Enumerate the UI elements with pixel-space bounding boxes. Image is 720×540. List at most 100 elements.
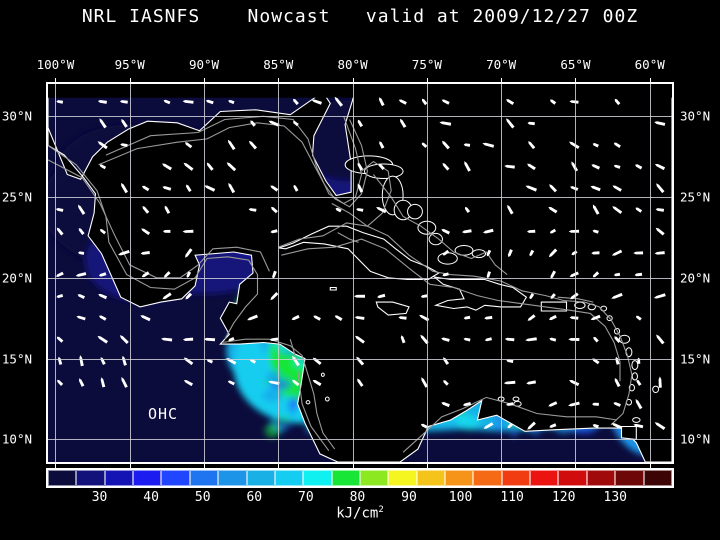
colorbar-swatch-12 xyxy=(388,470,417,486)
current-arrow xyxy=(421,423,428,429)
current-arrow xyxy=(441,402,450,408)
current-arrow xyxy=(443,380,449,386)
current-arrow xyxy=(56,336,64,343)
current-arrow xyxy=(186,184,192,192)
current-arrow xyxy=(79,355,84,367)
gridline-parallel xyxy=(48,197,672,199)
colorbar-swatch-9 xyxy=(303,470,332,486)
island xyxy=(363,163,404,179)
bathy-contour xyxy=(98,119,368,208)
lat-label-10n-left: 10°N xyxy=(1,431,32,447)
current-arrow xyxy=(162,292,172,300)
lon-label-85w: 85°W xyxy=(263,57,294,72)
current-arrow xyxy=(592,271,600,278)
current-arrow xyxy=(119,100,128,104)
landmass-trinidad xyxy=(620,425,637,441)
current-arrow xyxy=(506,118,515,129)
current-arrow xyxy=(357,378,364,387)
colorbar xyxy=(46,468,674,488)
current-arrow xyxy=(248,208,257,212)
ohc-speckle xyxy=(494,421,503,434)
lon-tick xyxy=(278,462,280,468)
current-arrow xyxy=(550,99,557,105)
current-arrow xyxy=(76,315,86,321)
current-arrow xyxy=(592,424,599,429)
current-arrow xyxy=(483,422,494,429)
lon-tick xyxy=(352,78,354,84)
current-arrow xyxy=(592,229,599,234)
colorbar-swatch-1 xyxy=(76,470,105,486)
island xyxy=(652,385,660,394)
island xyxy=(324,396,330,402)
current-arrow xyxy=(548,206,558,214)
lon-tick xyxy=(575,78,577,84)
current-arrow xyxy=(527,163,536,171)
current-arrow xyxy=(182,229,194,233)
lat-label-30n-right: 30°N xyxy=(680,108,711,124)
colorbar-swatch-11 xyxy=(359,470,389,486)
colorbar-tick-50: 50 xyxy=(194,490,211,505)
current-arrow xyxy=(205,99,214,105)
current-arrow xyxy=(354,316,365,320)
current-arrow xyxy=(97,335,108,344)
current-arrow xyxy=(227,139,236,151)
current-arrow xyxy=(293,98,299,106)
current-arrow xyxy=(270,185,279,192)
gridline-meridian xyxy=(204,84,205,462)
current-arrow xyxy=(141,271,150,278)
current-arrow xyxy=(421,142,428,148)
current-arrow xyxy=(226,358,237,365)
lat-label-25n-left: 25°N xyxy=(1,189,32,205)
current-arrow xyxy=(658,376,662,388)
colorbar-swatch-21 xyxy=(643,470,672,486)
current-arrow xyxy=(592,358,600,365)
current-arrow xyxy=(654,164,666,171)
current-arrow xyxy=(185,248,193,258)
colorbar-swatch-5 xyxy=(189,470,219,486)
current-arrow xyxy=(635,399,643,410)
current-arrow xyxy=(378,163,385,171)
current-arrow xyxy=(529,249,535,257)
current-arrow xyxy=(122,355,127,366)
current-arrow xyxy=(614,98,621,106)
lon-tick xyxy=(649,462,651,468)
colorbar-tick-70: 70 xyxy=(298,490,314,505)
lon-tick xyxy=(129,78,131,84)
current-arrow xyxy=(119,335,129,344)
no-data-strip xyxy=(48,84,672,98)
lon-tick xyxy=(501,462,503,468)
current-arrow xyxy=(141,228,151,236)
colorbar-tick-80: 80 xyxy=(349,490,366,505)
gridline-meridian xyxy=(426,84,428,462)
current-arrow xyxy=(653,293,666,299)
current-arrow xyxy=(486,271,491,279)
current-arrow xyxy=(335,207,342,213)
current-arrow xyxy=(377,293,386,299)
current-arrow xyxy=(591,164,600,170)
current-arrow xyxy=(334,315,343,321)
current-arrow xyxy=(56,294,64,298)
colorbar-swatches xyxy=(48,470,672,486)
lon-tick xyxy=(204,78,205,84)
bathy-contour xyxy=(48,144,259,340)
current-arrow xyxy=(356,208,364,212)
lon-tick xyxy=(55,78,57,84)
current-arrow xyxy=(568,338,580,341)
bathy-contour xyxy=(289,339,330,452)
current-arrow xyxy=(270,292,279,301)
current-arrow xyxy=(486,249,492,257)
current-arrow xyxy=(353,294,365,298)
current-arrow xyxy=(400,335,406,344)
current-arrow xyxy=(611,292,623,299)
colorbar-swatch-14 xyxy=(445,470,474,486)
colorbar-swatch-17 xyxy=(530,470,559,486)
lat-label-30n-left: 30°N xyxy=(1,108,32,124)
current-arrow xyxy=(270,229,278,234)
current-arrow xyxy=(312,380,322,387)
current-arrow xyxy=(247,314,258,321)
bathy-contour xyxy=(402,396,618,453)
current-arrow xyxy=(163,229,171,233)
current-arrow xyxy=(292,379,300,387)
current-arrow xyxy=(97,141,108,150)
current-arrow xyxy=(78,204,86,215)
